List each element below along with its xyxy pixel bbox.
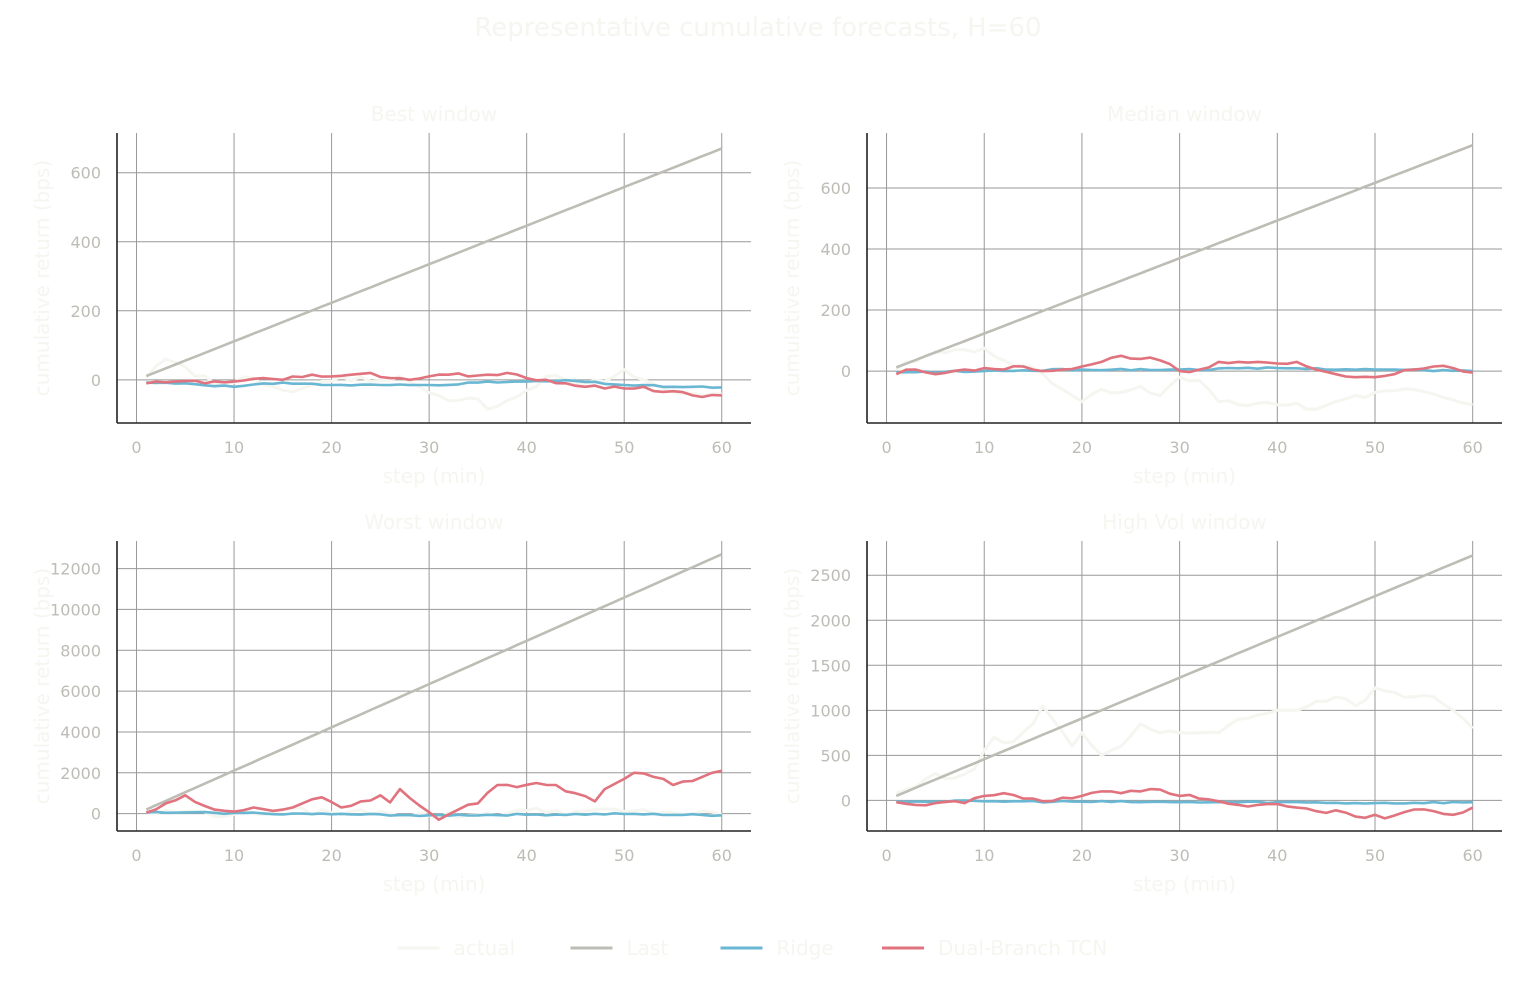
y-tick-label: 200	[820, 301, 851, 320]
x-tick-label: 10	[224, 846, 244, 865]
legend-item-actual: actual	[397, 936, 516, 960]
y-axis-label: cumulative return (bps)	[30, 568, 54, 804]
y-tick-label: 600	[820, 179, 851, 198]
panel-4: 0 10 20 30 40 50 60 0 500 1000 1500 2000 2500 High Vo…	[780, 510, 1502, 896]
legend-label-tcn: Dual-Branch TCN	[938, 936, 1107, 960]
x-tick-label: 50	[1365, 846, 1385, 865]
x-axis-label: step (min)	[383, 464, 486, 488]
x-tick-label: 20	[321, 438, 341, 457]
x-tick-label: 30	[1169, 846, 1189, 865]
x-tick-label: 10	[974, 438, 994, 457]
y-tick-label: 400	[70, 233, 101, 252]
x-tick-label: 60	[1463, 846, 1483, 865]
legend-label-actual: actual	[454, 936, 516, 960]
x-axis-label: step (min)	[1133, 464, 1236, 488]
y-tick-label: 12000	[50, 560, 101, 579]
series-line-tcn	[896, 787, 1474, 820]
series-line-last	[145, 553, 723, 811]
y-tick-label: 2000	[810, 611, 851, 630]
x-tick-label: 40	[1267, 438, 1287, 457]
x-tick-label: 40	[516, 846, 536, 865]
legend-item-ridge: Ridge	[720, 936, 834, 960]
panel-title: Worst window	[364, 510, 504, 534]
x-tick-label: 0	[131, 438, 141, 457]
x-tick-label: 40	[1267, 846, 1287, 865]
x-tick-label: 60	[712, 438, 732, 457]
series-line-tcn	[145, 769, 722, 822]
series-line-tcn	[895, 354, 1473, 379]
series-line-actual	[145, 357, 722, 411]
legend: actual Last Ridge Dual-Branch TCN	[397, 936, 1107, 960]
y-axis-label: cumulative return (bps)	[30, 160, 54, 396]
x-tick-label: 20	[1072, 846, 1092, 865]
y-tick-label: 0	[91, 371, 101, 390]
panel-title: High Vol window	[1102, 510, 1266, 534]
y-tick-label: 6000	[60, 682, 101, 701]
series-line-actual	[895, 346, 1473, 411]
y-tick-label: 10000	[50, 600, 101, 619]
figure-title: Representative cumulative forecasts, H=6…	[474, 13, 1041, 43]
legend-label-last: Last	[627, 936, 669, 960]
x-tick-label: 10	[224, 438, 244, 457]
series-line-last	[895, 143, 1474, 369]
y-tick-label: 2000	[60, 764, 101, 783]
y-axis-label: cumulative return (bps)	[780, 568, 804, 804]
x-tick-label: 0	[131, 846, 141, 865]
series-line-tcn	[146, 371, 722, 399]
x-tick-label: 30	[419, 438, 439, 457]
y-tick-label: 600	[70, 164, 101, 183]
series-line-ridge	[896, 799, 1473, 805]
legend-item-last: Last	[570, 936, 669, 960]
y-tick-label: 500	[820, 746, 851, 765]
x-tick-label: 50	[614, 846, 634, 865]
y-tick-label: 2500	[810, 566, 851, 585]
legend-item-tcn: Dual-Branch TCN	[882, 936, 1107, 960]
x-tick-label: 0	[881, 438, 891, 457]
x-tick-label: 60	[1463, 438, 1483, 457]
x-tick-label: 0	[881, 846, 891, 865]
x-tick-label: 60	[712, 846, 732, 865]
panel-3: 0 10 20 30 40 50 60 0 2000 4000 6000 8000 10000 12000…	[30, 510, 751, 896]
x-axis-label: step (min)	[383, 872, 486, 896]
x-tick-label: 30	[1169, 438, 1189, 457]
y-tick-label: 1000	[810, 701, 851, 720]
y-tick-label: 0	[841, 362, 851, 381]
legend-label-ridge: Ridge	[777, 936, 834, 960]
series-line-ridge	[896, 366, 1473, 374]
x-tick-label: 20	[1072, 438, 1092, 457]
series-line-last	[145, 147, 723, 378]
x-tick-label: 40	[516, 438, 536, 457]
y-tick-label: 1500	[810, 656, 851, 675]
x-axis-label: step (min)	[1133, 872, 1236, 896]
series-line-ridge	[146, 378, 722, 389]
y-tick-label: 0	[91, 805, 101, 824]
y-axis-label: cumulative return (bps)	[780, 160, 804, 396]
panel-title: Median window	[1107, 102, 1262, 126]
y-tick-label: 400	[820, 240, 851, 259]
y-tick-label: 200	[70, 302, 101, 321]
x-tick-label: 30	[419, 846, 439, 865]
x-tick-label: 50	[1365, 438, 1385, 457]
y-tick-label: 8000	[60, 641, 101, 660]
x-tick-label: 50	[614, 438, 634, 457]
panel-title: Best window	[371, 102, 498, 126]
x-tick-label: 20	[321, 846, 341, 865]
series-line-actual	[895, 686, 1474, 795]
y-tick-label: 0	[841, 791, 851, 810]
y-tick-label: 4000	[60, 723, 101, 742]
x-tick-label: 10	[974, 846, 994, 865]
series-line-last	[895, 554, 1474, 798]
